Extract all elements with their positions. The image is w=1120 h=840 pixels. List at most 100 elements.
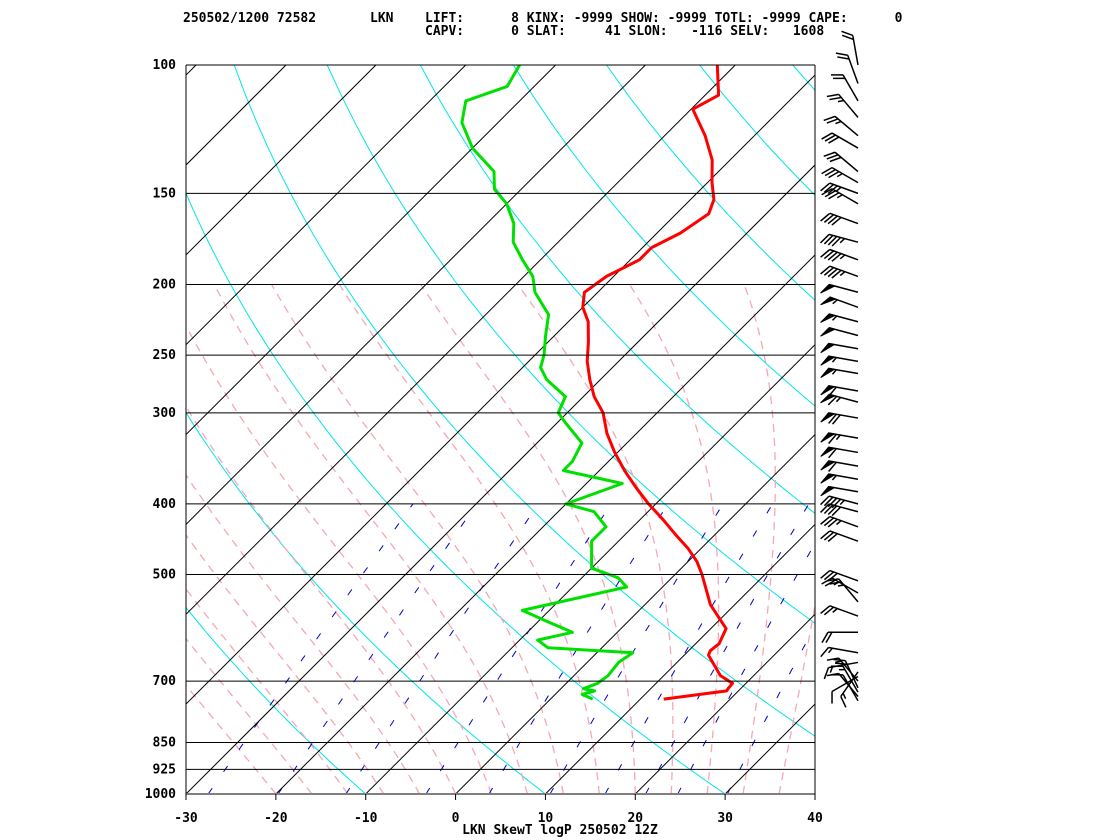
moist-adiabat-line <box>186 684 276 793</box>
temperature-tick-label: -20 <box>264 811 288 826</box>
wind-barb <box>820 248 859 262</box>
wind-barb <box>820 355 859 366</box>
plot-frame <box>185 65 816 794</box>
wind-barb <box>820 182 859 195</box>
wind-barb <box>820 367 859 378</box>
header-index-line-1: LIFT: 8 KINX: -9999 SHOW: -9999 TOTL: -9… <box>425 11 903 26</box>
wind-barb-column <box>820 30 859 708</box>
pressure-tick-label: 400 <box>153 497 177 512</box>
dry-adiabat-line <box>0 65 19 809</box>
header-date-station: 250502/1200 72582 <box>183 11 316 26</box>
isotherm-line <box>545 523 815 793</box>
dry-adiabat-line <box>419 65 815 515</box>
chart-title: LKN SkewT logP 250502 12Z <box>462 823 658 838</box>
isotherm-line <box>455 433 815 793</box>
moist-adiabat-line <box>213 284 528 793</box>
wind-barb <box>820 412 859 425</box>
moist-adiabat-line <box>186 473 420 793</box>
temperature-axis: -30 -20 -10 0 10 20 30 40 <box>174 793 823 826</box>
isotherm-line <box>0 65 106 794</box>
temperature-tick-label: 20 <box>627 811 643 826</box>
temperature-tick-label: -10 <box>354 811 378 826</box>
mixing-ratio-line <box>208 503 414 793</box>
wind-barb <box>840 671 859 708</box>
pressure-tick-label: 1000 <box>145 787 176 802</box>
mixing-ratio-line <box>727 625 815 793</box>
wind-barb <box>820 393 859 406</box>
wind-barb <box>820 530 859 542</box>
wind-barb <box>831 74 859 102</box>
moist-adiabat-line <box>517 284 674 793</box>
pressure-tick-label: 100 <box>153 58 177 73</box>
wind-barb <box>820 569 859 582</box>
wind-barb <box>835 52 859 84</box>
pressure-tick-label: 925 <box>153 762 176 777</box>
wind-barb <box>820 342 859 354</box>
wind-barb <box>823 115 859 137</box>
pressure-tick-label: 500 <box>153 568 177 583</box>
isotherm-line <box>815 65 1120 794</box>
isotherm-line <box>186 65 467 346</box>
dry-adiabat-line <box>699 65 815 196</box>
wind-barb <box>820 233 859 247</box>
temperature-profile-line <box>581 65 734 701</box>
wind-barb <box>820 473 859 484</box>
moist-adiabat-line <box>778 602 815 793</box>
wind-barb <box>820 605 859 617</box>
dry-adiabat-line <box>233 65 815 737</box>
moist-adiabat-line <box>420 284 636 793</box>
wind-barb <box>820 485 859 497</box>
isotherm-line <box>276 254 815 793</box>
pressure-tick-label: 850 <box>153 736 177 751</box>
pressure-tick-label: 300 <box>153 406 177 421</box>
isotherm-line <box>635 613 815 793</box>
pressure-tick-label: 700 <box>153 674 177 689</box>
wind-barb <box>820 327 859 337</box>
isotherm-line <box>365 343 815 793</box>
wind-barb <box>823 661 859 680</box>
wind-barb <box>820 646 859 658</box>
dry-adiabat-line <box>979 65 1120 809</box>
moist-adiabat-line <box>186 324 492 793</box>
background-grid <box>0 65 1120 809</box>
wind-barb <box>820 446 859 459</box>
moist-adiabat-line <box>186 405 456 793</box>
moist-adiabat-line <box>186 588 348 793</box>
header-station-id: LKN <box>370 11 394 26</box>
wind-barb <box>821 631 858 644</box>
temperature-tick-label: -30 <box>174 811 198 826</box>
wind-barb <box>820 283 859 294</box>
isotherm-line <box>186 65 646 526</box>
wind-barb <box>820 296 859 309</box>
moist-adiabat-line <box>338 284 600 793</box>
wind-barb <box>826 93 859 118</box>
wind-barb <box>821 188 859 205</box>
moist-adiabat-line <box>186 637 312 793</box>
wind-barb <box>820 515 859 528</box>
dry-adiabat-line <box>0 65 201 809</box>
wind-barb <box>820 495 859 509</box>
isotherm-line <box>186 65 736 616</box>
wind-barb <box>820 265 859 279</box>
isotherm-line <box>0 65 16 794</box>
moist-adiabat-line <box>742 284 776 793</box>
pressure-tick-label: 200 <box>153 277 177 292</box>
isotherm-line <box>186 65 287 166</box>
wind-barb <box>820 432 859 445</box>
pressure-tick-label: 150 <box>153 186 177 201</box>
mixing-ratio-line <box>345 503 539 793</box>
wind-barb <box>820 460 859 472</box>
wind-barb <box>823 151 859 173</box>
wind-barb <box>841 30 859 66</box>
temperature-tick-label: 10 <box>538 811 554 826</box>
wind-barb <box>820 503 859 517</box>
wind-barb <box>820 212 859 226</box>
isotherm-line <box>186 65 377 256</box>
dry-adiabat-line <box>886 65 1120 809</box>
wind-barb <box>821 132 859 149</box>
isotherm-line <box>186 74 815 705</box>
dry-adiabat-line <box>186 411 545 793</box>
dewpoint-profile-line <box>460 65 635 701</box>
moist-adiabat-line <box>271 284 564 793</box>
